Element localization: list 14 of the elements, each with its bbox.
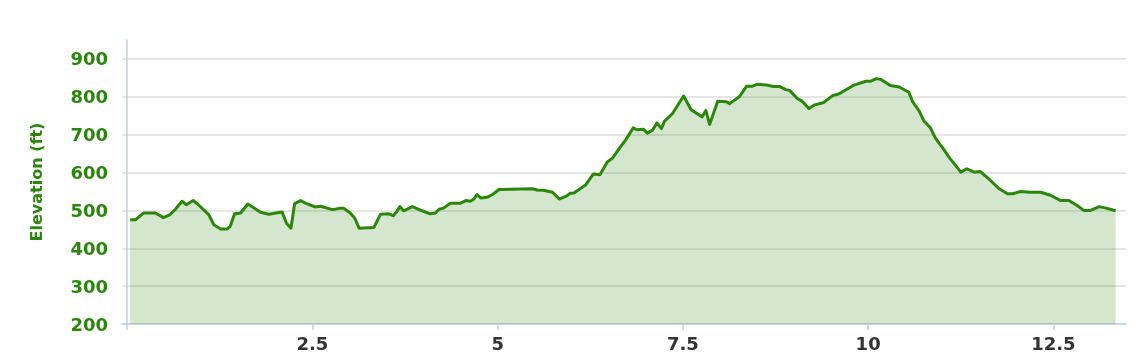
y-tick-label: 200: [70, 313, 108, 335]
x-tick-label: 10: [855, 332, 881, 354]
y-tick-label: 300: [70, 275, 108, 297]
y-tick-label: 900: [70, 48, 108, 70]
y-tick-label: 600: [70, 162, 108, 184]
y-axis-title: Elevation (ft): [26, 122, 46, 242]
x-tick-label: 7.5: [666, 332, 699, 354]
x-tick-label: 12.5: [1031, 332, 1076, 354]
y-tick-label: 700: [70, 124, 108, 146]
y-tick-label: 800: [70, 86, 108, 108]
x-tick-label: 5: [491, 332, 504, 354]
y-tick-label: 500: [70, 199, 108, 221]
y-tick-label: 400: [70, 237, 108, 259]
x-tick-label: 2.5: [296, 332, 329, 354]
